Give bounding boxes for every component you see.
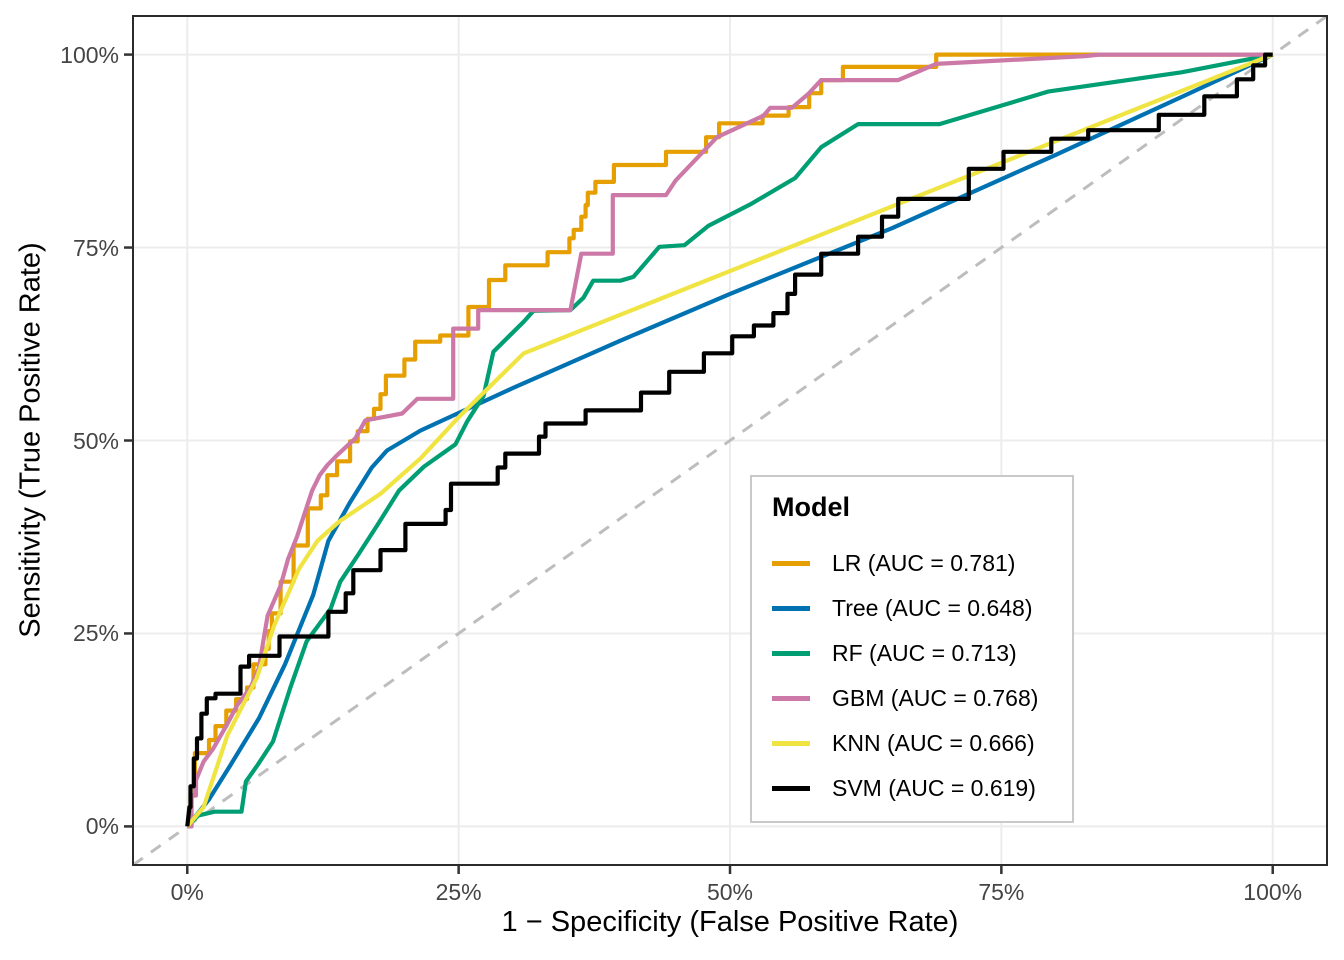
legend-item-gbm: GBM (AUC = 0.768) — [772, 676, 1072, 721]
legend-line-swatch-knn — [772, 740, 810, 747]
roc-curve-svm — [185, 52, 1273, 827]
legend-line-swatch-rf — [772, 650, 810, 657]
y-tick-label: 50% — [72, 427, 119, 454]
x-tick-label: 0% — [170, 879, 204, 905]
legend-label: RF (AUC = 0.713) — [832, 640, 1017, 666]
y-axis-title: Sensitivity (True Positive Rate) — [14, 242, 47, 638]
legend-label: LR (AUC = 0.781) — [832, 550, 1016, 576]
roc-curve-gbm — [187, 52, 1273, 829]
x-tick-label: 75% — [978, 879, 1025, 905]
y-tick-label: 25% — [72, 620, 119, 647]
legend-line-swatch-gbm — [772, 695, 810, 702]
legend-item-lr: LR (AUC = 0.781) — [772, 541, 1072, 586]
legend-item-tree: Tree (AUC = 0.648) — [772, 586, 1072, 631]
legend-label: Tree (AUC = 0.648) — [832, 595, 1033, 621]
roc-curve-rf — [185, 52, 1274, 828]
x-tick-label: 100% — [1243, 879, 1303, 905]
roc-curve-tree — [185, 52, 1274, 828]
legend-line-swatch-lr — [772, 560, 810, 567]
legend-title: Model — [772, 492, 850, 522]
legend-label: GBM (AUC = 0.768) — [832, 685, 1039, 711]
legend-label: KNN (AUC = 0.666) — [832, 730, 1035, 756]
legend-items: LR (AUC = 0.781) Tree (AUC = 0.648) RF (AU… — [772, 523, 1072, 811]
legend-line-swatch-svm — [772, 785, 810, 792]
chance-diagonal-line — [132, 14, 1328, 867]
legend-item-rf: RF (AUC = 0.713) — [772, 631, 1072, 676]
y-tick-label: 0% — [85, 813, 119, 840]
x-axis-title: 1 − Specificity (False Positive Rate) — [501, 906, 959, 938]
x-tick-label: 50% — [706, 879, 754, 905]
x-tick-label: 25% — [435, 879, 482, 905]
y-tick-label: 75% — [72, 234, 119, 261]
legend-item-knn: KNN (AUC = 0.666) — [772, 721, 1072, 766]
legend-item-svm: SVM (AUC = 0.619) — [772, 766, 1072, 811]
legend-line-swatch-tree — [772, 605, 810, 612]
legend: Model LR (AUC = 0.781) Tree (AUC = 0.648)… — [750, 475, 1074, 823]
legend-label: SVM (AUC = 0.619) — [832, 775, 1036, 801]
roc-curve-knn — [185, 52, 1274, 828]
y-tick-label: 100% — [60, 41, 119, 68]
